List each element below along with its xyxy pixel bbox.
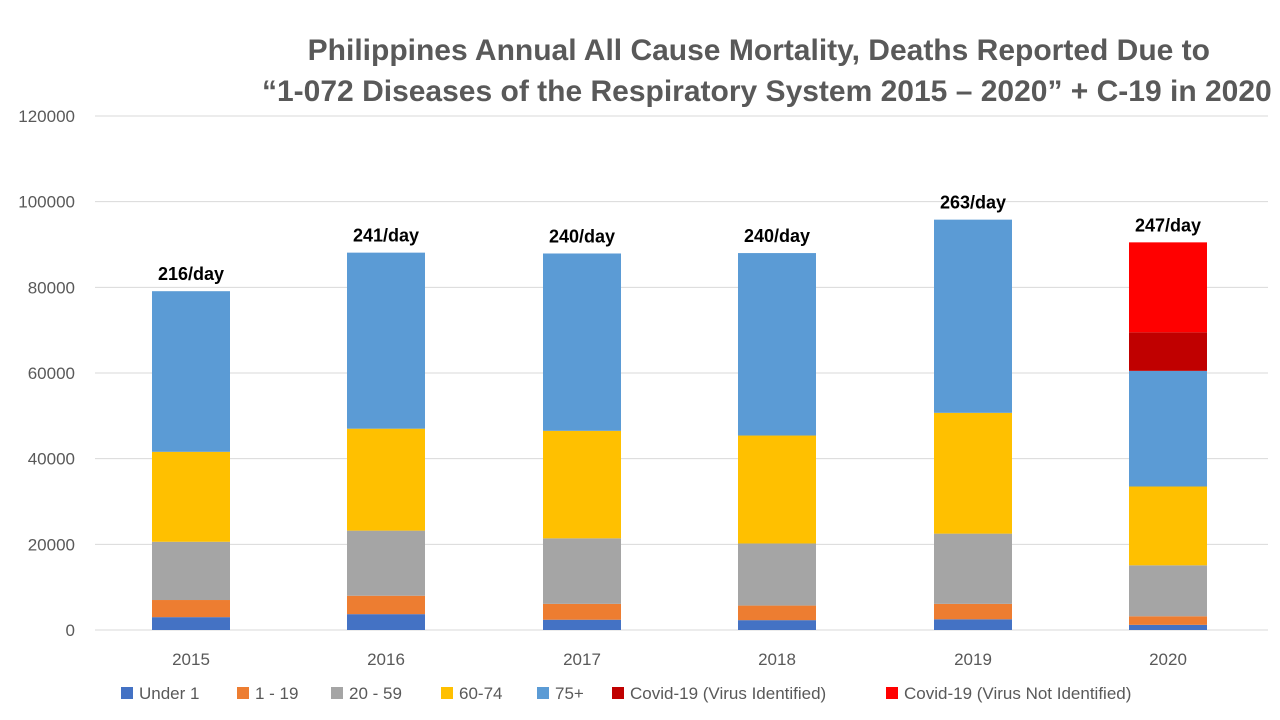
legend-swatch: [612, 687, 624, 699]
bar-segment: [152, 600, 230, 618]
bar-segment: [934, 619, 1012, 630]
bar-total-label: 247/day: [1135, 215, 1201, 235]
y-tick-label: 120000: [18, 107, 75, 126]
bar-segment: [347, 595, 425, 615]
bar-total-label: 216/day: [158, 264, 224, 284]
legend-swatch: [237, 687, 249, 699]
bar-segment: [738, 605, 816, 621]
bar-segment: [152, 617, 230, 630]
legend-label: Under 1: [139, 684, 199, 703]
bar-segment: [738, 543, 816, 606]
bar-segment: [934, 533, 1012, 604]
bar-total-label: 240/day: [549, 226, 615, 246]
bar-segment: [1129, 486, 1207, 566]
bar-segment: [347, 614, 425, 630]
y-tick-label: 60000: [28, 364, 75, 383]
bar-total-label: 240/day: [744, 226, 810, 246]
bar-segment: [543, 619, 621, 630]
bar-segment: [1129, 370, 1207, 487]
legend-swatch: [331, 687, 343, 699]
bar-segment: [738, 435, 816, 544]
bar-segment: [1129, 242, 1207, 333]
bar-total-label: 241/day: [353, 226, 419, 246]
legend-swatch: [537, 687, 549, 699]
bar-segment: [152, 541, 230, 601]
legend-label: 75+: [555, 684, 584, 703]
x-tick-label: 2017: [563, 650, 601, 669]
y-tick-label: 0: [66, 621, 75, 640]
bar-segment: [152, 451, 230, 542]
bar-segment: [738, 253, 816, 436]
bar-segment: [347, 252, 425, 429]
x-tick-label: 2015: [172, 650, 210, 669]
bar-segment: [1129, 565, 1207, 617]
y-tick-label: 20000: [28, 535, 75, 554]
bar-segment: [1129, 624, 1207, 630]
x-tick-label: 2020: [1149, 650, 1187, 669]
bar-segment: [934, 412, 1012, 534]
bar-segment: [738, 620, 816, 630]
y-tick-label: 40000: [28, 450, 75, 469]
x-tick-label: 2019: [954, 650, 992, 669]
x-tick-label: 2016: [367, 650, 405, 669]
x-tick-label: 2018: [758, 650, 796, 669]
bar-total-label: 263/day: [940, 193, 1006, 213]
y-tick-label: 100000: [18, 193, 75, 212]
legend-label: Covid-19 (Virus Not Identified): [904, 684, 1131, 703]
legend-label: 20 - 59: [349, 684, 402, 703]
bar-segment: [934, 219, 1012, 413]
legend-label: 60-74: [459, 684, 502, 703]
bar-segment: [1129, 332, 1207, 371]
bar-segment: [347, 428, 425, 531]
y-tick-label: 80000: [28, 278, 75, 297]
bar-segment: [543, 538, 621, 604]
bar-segment: [347, 530, 425, 596]
chart-title-line-1: Philippines Annual All Cause Mortality, …: [307, 34, 1210, 67]
bar-segment: [1129, 616, 1207, 625]
legend-swatch: [886, 687, 898, 699]
legend-label: 1 - 19: [255, 684, 298, 703]
bar-segment: [152, 291, 230, 452]
chart-title-line-2: “1-072 Diseases of the Respiratory Syste…: [262, 75, 1272, 108]
legend-swatch: [121, 687, 133, 699]
bar-segment: [543, 253, 621, 431]
bar-segment: [543, 430, 621, 539]
bar-segment: [934, 603, 1012, 620]
legend-label: Covid-19 (Virus Identified): [630, 684, 826, 703]
bar-segment: [543, 603, 621, 620]
legend-swatch: [441, 687, 453, 699]
